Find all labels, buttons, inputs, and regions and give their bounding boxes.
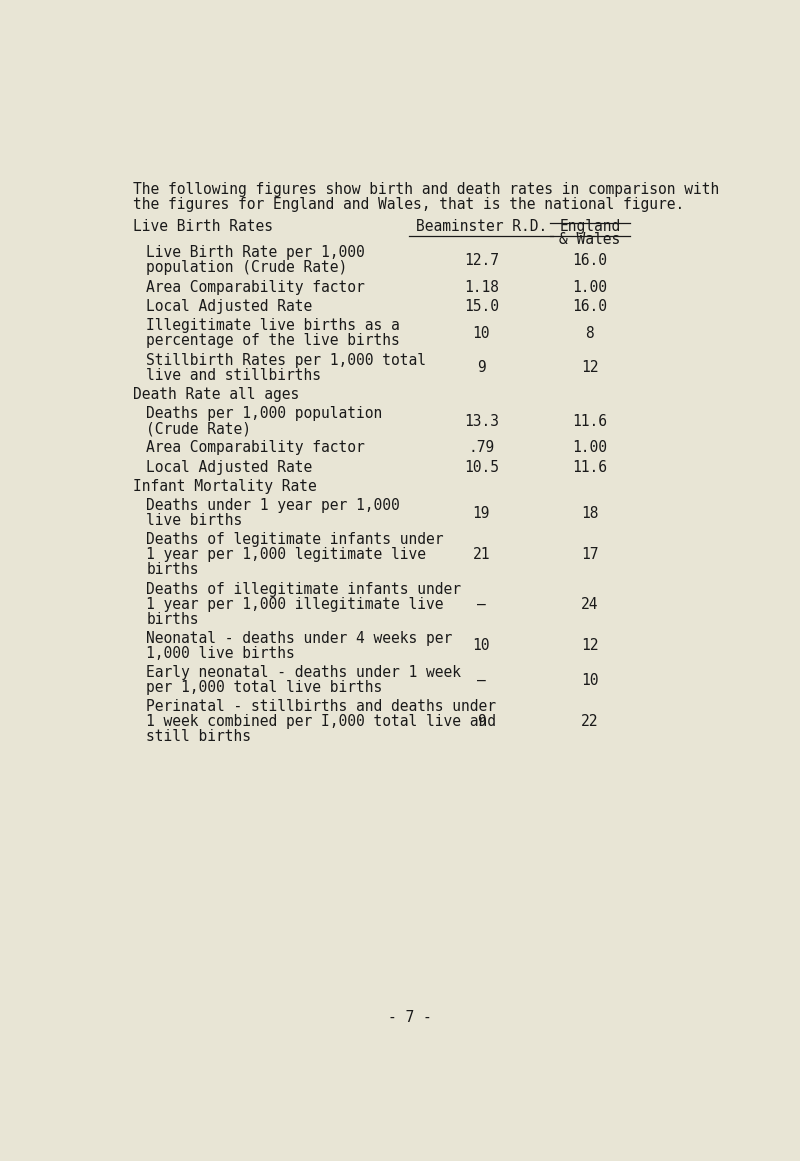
Text: Perinatal - stillbirths and deaths under: Perinatal - stillbirths and deaths under [146, 699, 497, 714]
Text: 13.3: 13.3 [464, 413, 499, 428]
Text: births: births [146, 612, 199, 627]
Text: Local Adjusted Rate: Local Adjusted Rate [146, 460, 313, 475]
Text: 1.00: 1.00 [572, 280, 607, 295]
Text: 10: 10 [473, 326, 490, 341]
Text: 24: 24 [581, 597, 598, 612]
Text: live and stillbirths: live and stillbirths [146, 368, 322, 382]
Text: 1.00: 1.00 [572, 440, 607, 455]
Text: 12: 12 [581, 639, 598, 654]
Text: 16.0: 16.0 [572, 300, 607, 313]
Text: Area Comparability factor: Area Comparability factor [146, 440, 366, 455]
Text: Deaths of illegitimate infants under: Deaths of illegitimate infants under [146, 582, 462, 597]
Text: 12.7: 12.7 [464, 253, 499, 268]
Text: 17: 17 [581, 547, 598, 562]
Text: –: – [477, 672, 486, 687]
Text: 18: 18 [581, 505, 598, 520]
Text: 12: 12 [581, 360, 598, 375]
Text: Deaths of legitimate infants under: Deaths of legitimate infants under [146, 532, 444, 547]
Text: the figures for England and Wales, that is the national figure.: the figures for England and Wales, that … [133, 196, 684, 211]
Text: & Wales: & Wales [559, 232, 621, 247]
Text: Beaminster R.D.: Beaminster R.D. [416, 219, 547, 235]
Text: Deaths per 1,000 population: Deaths per 1,000 population [146, 406, 382, 421]
Text: –: – [477, 597, 486, 612]
Text: 10.5: 10.5 [464, 460, 499, 475]
Text: Deaths under 1 year per 1,000: Deaths under 1 year per 1,000 [146, 498, 400, 513]
Text: 22: 22 [581, 714, 598, 729]
Text: 16.0: 16.0 [572, 253, 607, 268]
Text: 1.18: 1.18 [464, 280, 499, 295]
Text: 11.6: 11.6 [572, 413, 607, 428]
Text: Live Birth Rate per 1,000: Live Birth Rate per 1,000 [146, 245, 366, 260]
Text: Infant Mortality Rate: Infant Mortality Rate [133, 478, 316, 493]
Text: percentage of the live births: percentage of the live births [146, 333, 400, 348]
Text: 9: 9 [477, 360, 486, 375]
Text: Stillbirth Rates per 1,000 total: Stillbirth Rates per 1,000 total [146, 353, 426, 368]
Text: Live Birth Rates: Live Birth Rates [133, 219, 273, 235]
Text: England: England [559, 219, 621, 235]
Text: .79: .79 [468, 440, 494, 455]
Text: Neonatal - deaths under 4 weeks per: Neonatal - deaths under 4 weeks per [146, 630, 453, 646]
Text: 10: 10 [581, 672, 598, 687]
Text: Local Adjusted Rate: Local Adjusted Rate [146, 300, 313, 313]
Text: 1 year per 1,000 illegitimate live: 1 year per 1,000 illegitimate live [146, 597, 444, 612]
Text: Illegitimate live births as a: Illegitimate live births as a [146, 318, 400, 333]
Text: 10: 10 [473, 639, 490, 654]
Text: per 1,000 total live births: per 1,000 total live births [146, 680, 382, 695]
Text: population (Crude Rate): population (Crude Rate) [146, 260, 348, 275]
Text: births: births [146, 562, 199, 577]
Text: 1 week combined per I,000 total live and: 1 week combined per I,000 total live and [146, 714, 497, 729]
Text: 15.0: 15.0 [464, 300, 499, 313]
Text: 19: 19 [473, 505, 490, 520]
Text: 1,000 live births: 1,000 live births [146, 646, 295, 661]
Text: 1 year per 1,000 legitimate live: 1 year per 1,000 legitimate live [146, 547, 426, 562]
Text: (Crude Rate): (Crude Rate) [146, 421, 251, 437]
Text: 21: 21 [473, 547, 490, 562]
Text: 11.6: 11.6 [572, 460, 607, 475]
Text: Early neonatal - deaths under 1 week: Early neonatal - deaths under 1 week [146, 665, 462, 680]
Text: 9: 9 [477, 714, 486, 729]
Text: - 7 -: - 7 - [388, 1010, 432, 1025]
Text: still births: still births [146, 729, 251, 744]
Text: 8: 8 [586, 326, 594, 341]
Text: The following figures show birth and death rates in comparison with: The following figures show birth and dea… [133, 181, 718, 196]
Text: Death Rate all ages: Death Rate all ages [133, 387, 299, 402]
Text: live births: live births [146, 513, 242, 528]
Text: Area Comparability factor: Area Comparability factor [146, 280, 366, 295]
